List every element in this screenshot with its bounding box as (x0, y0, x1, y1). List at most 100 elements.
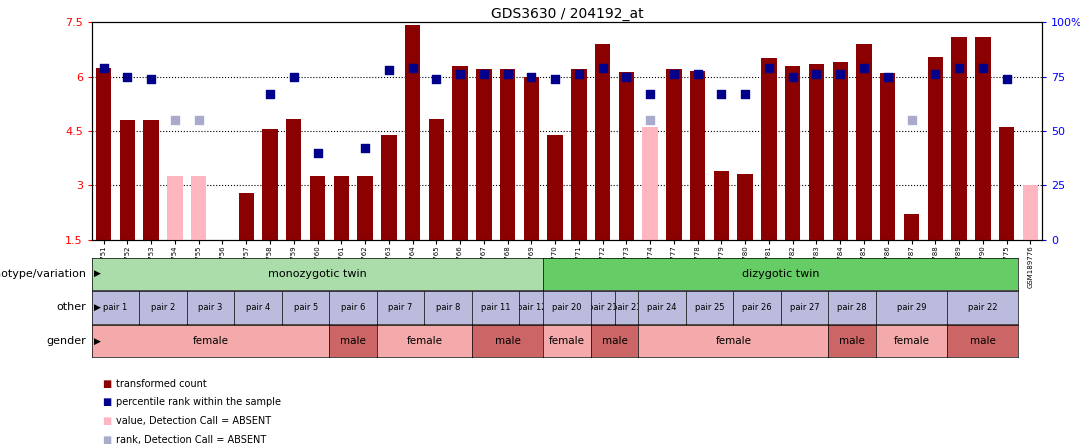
Bar (191, 176, 206, 240)
Point (903, 117, 920, 124)
Point (927, 71, 944, 78)
Point (950, 64, 968, 71)
Point (998, 75, 1015, 82)
Bar (476, 69, 491, 240)
Point (713, 91, 730, 98)
Bar (239, 193, 254, 240)
Point (618, 73, 635, 80)
Bar (714, 171, 729, 240)
Point (499, 71, 516, 78)
Point (119, 73, 136, 80)
Text: ▶: ▶ (94, 303, 100, 312)
Bar (856, 44, 872, 240)
Point (974, 64, 991, 71)
Text: monozygotic twin: monozygotic twin (268, 269, 367, 279)
Point (784, 73, 801, 80)
Bar (144, 120, 159, 240)
Text: female: female (192, 336, 229, 346)
Bar (286, 119, 301, 240)
Text: female: female (893, 336, 930, 346)
Point (190, 117, 207, 124)
Point (523, 73, 540, 80)
Text: pair 2: pair 2 (151, 303, 175, 312)
Text: transformed count: transformed count (116, 379, 206, 388)
Point (879, 73, 896, 80)
Text: ■: ■ (103, 379, 112, 388)
Point (475, 71, 492, 78)
Text: pair 6: pair 6 (341, 303, 365, 312)
Point (642, 117, 659, 124)
Point (261, 91, 279, 98)
Point (642, 91, 659, 98)
Point (855, 64, 873, 71)
Point (166, 117, 184, 124)
Point (832, 71, 849, 78)
Text: pair 20: pair 20 (552, 303, 582, 312)
Point (95, 64, 112, 71)
Bar (595, 44, 610, 240)
Point (808, 71, 825, 78)
Point (451, 71, 469, 78)
Bar (571, 69, 586, 240)
Point (665, 71, 683, 78)
Text: pair 4: pair 4 (246, 303, 270, 312)
Text: rank, Detection Call = ABSENT: rank, Detection Call = ABSENT (116, 435, 266, 444)
Text: other: other (56, 302, 86, 313)
Bar (1023, 186, 1038, 240)
Text: pair 5: pair 5 (294, 303, 318, 312)
Text: genotype/variation: genotype/variation (0, 269, 86, 279)
Text: ■: ■ (103, 416, 112, 426)
Bar (785, 66, 800, 240)
Bar (928, 57, 943, 240)
Text: pair 25: pair 25 (694, 303, 725, 312)
Text: female: female (406, 336, 443, 346)
Text: pair 27: pair 27 (789, 303, 820, 312)
Bar (120, 120, 135, 240)
Bar (334, 176, 349, 240)
Bar (999, 127, 1014, 240)
Text: pair 23: pair 23 (611, 303, 642, 312)
Bar (262, 129, 278, 240)
Point (737, 91, 754, 98)
Text: male: male (495, 336, 521, 346)
Point (404, 64, 421, 71)
Text: pair 3: pair 3 (199, 303, 222, 312)
Bar (738, 174, 753, 240)
Text: female: female (549, 336, 585, 346)
Bar (690, 71, 705, 240)
Text: pair 8: pair 8 (436, 303, 460, 312)
Text: male: male (839, 336, 865, 346)
Bar (761, 59, 777, 240)
Bar (548, 135, 563, 240)
Point (428, 75, 445, 82)
Bar (167, 176, 183, 240)
Text: pair 26: pair 26 (742, 303, 772, 312)
Text: pair 21: pair 21 (588, 303, 618, 312)
Bar (453, 66, 468, 240)
Point (546, 75, 564, 82)
Bar (429, 119, 444, 240)
Bar (524, 77, 539, 240)
Bar (381, 135, 396, 240)
Point (380, 67, 397, 74)
Bar (643, 127, 658, 240)
Bar (833, 62, 848, 240)
Text: pair 7: pair 7 (389, 303, 413, 312)
Text: male: male (970, 336, 996, 346)
Point (143, 75, 160, 82)
Text: pair 29: pair 29 (896, 303, 927, 312)
Text: pair 11: pair 11 (481, 303, 511, 312)
Text: pair 24: pair 24 (647, 303, 677, 312)
Bar (619, 72, 634, 240)
Text: male: male (340, 336, 366, 346)
Bar (96, 67, 111, 240)
Point (285, 73, 302, 80)
Text: pair 1: pair 1 (104, 303, 127, 312)
Bar (357, 176, 373, 240)
Text: female: female (715, 336, 752, 346)
Point (689, 71, 706, 78)
Bar (809, 64, 824, 240)
Text: ■: ■ (103, 435, 112, 444)
Text: pair 12: pair 12 (516, 303, 546, 312)
Point (309, 149, 326, 156)
